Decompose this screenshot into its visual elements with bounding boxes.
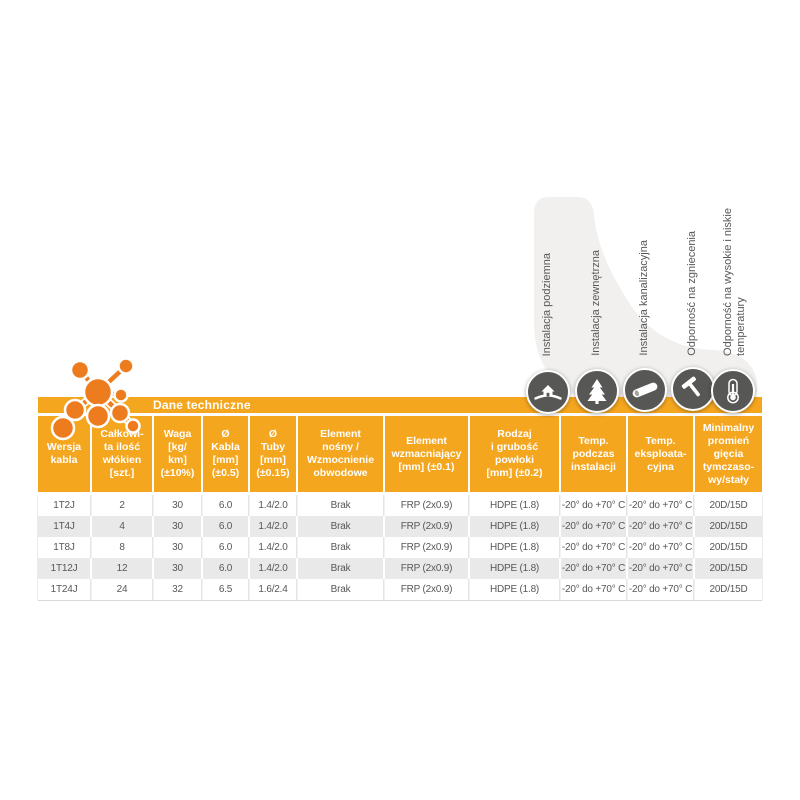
table-cell: Brak <box>298 495 383 516</box>
pine-tree-icon <box>575 369 619 413</box>
table-cell: -20° do +70° C <box>628 495 693 516</box>
column-header: Temp. eksploata- cyjna <box>628 416 693 492</box>
table-cell: 30 <box>154 558 201 579</box>
table-cell: 1.4/2.0 <box>250 516 296 537</box>
table-cell: HDPE (1.8) <box>470 558 559 579</box>
table-cell: HDPE (1.8) <box>470 537 559 558</box>
column-header: Element nośny / Wzmocnienie obwodowe <box>298 416 383 492</box>
table-cell: Brak <box>298 516 383 537</box>
table-cell: 6.0 <box>203 495 248 516</box>
table-cell: 20D/15D <box>695 558 762 579</box>
duct-pipe-icon <box>623 368 667 412</box>
table-title: Dane techniczne <box>153 398 251 412</box>
table-cell: 24 <box>92 579 152 600</box>
column-header: Element wzmacniający [mm] (±0.1) <box>385 416 468 492</box>
table-cell: HDPE (1.8) <box>470 516 559 537</box>
table-cell: -20° do +70° C <box>561 495 626 516</box>
thermometer-icon <box>711 369 755 413</box>
table-cell: -20° do +70° C <box>628 516 693 537</box>
column-header: Temp. podczas instalacji <box>561 416 626 492</box>
table-cell: 6.0 <box>203 558 248 579</box>
table-cell: 30 <box>154 537 201 558</box>
table-cell: 1.4/2.0 <box>250 495 296 516</box>
column-header: Rodzaj i grubość powłoki [mm] (±0.2) <box>470 416 559 492</box>
table-row: 1T12J 12 30 6.0 1.4/2.0 Brak FRP (2x0.9) HDPE (… <box>38 558 762 579</box>
table-cell: 1.4/2.0 <box>250 558 296 579</box>
table-cell: 4 <box>92 516 152 537</box>
feature-label-temperature: Odporność na wysokie i niskie temperatur… <box>722 208 747 356</box>
table-cell: 12 <box>92 558 152 579</box>
table-body: 1T2J 2 30 6.0 1.4/2.0 Brak FRP (2x0.9) HDPE (1.… <box>38 495 762 600</box>
table-cell: 1T4J <box>38 516 90 537</box>
column-header: Minimalny promień gięcia tymczaso- wy/st… <box>695 416 762 492</box>
table-cell: HDPE (1.8) <box>470 495 559 516</box>
table-cell: 6.0 <box>203 537 248 558</box>
table-cell: Brak <box>298 579 383 600</box>
table-cell: FRP (2x0.9) <box>385 495 468 516</box>
table-row: 1T2J 2 30 6.0 1.4/2.0 Brak FRP (2x0.9) HDPE (1.… <box>38 495 762 516</box>
feature-label-duct: Instalacja kanalizacyjna <box>638 240 650 356</box>
feature-label-crush: Odporność na zgniecenia <box>686 231 698 356</box>
table-cell: 20D/15D <box>695 516 762 537</box>
table-cell: 1T8J <box>38 537 90 558</box>
table-cell: 20D/15D <box>695 579 762 600</box>
table-cell: -20° do +70° C <box>628 537 693 558</box>
house-underground-icon <box>526 370 570 414</box>
table-cell: 32 <box>154 579 201 600</box>
table-cell: -20° do +70° C <box>561 558 626 579</box>
table-cell: 1T12J <box>38 558 90 579</box>
table-row: 1T4J 4 30 6.0 1.4/2.0 Brak FRP (2x0.9) HDPE (1.… <box>38 516 762 537</box>
table-cell: 1.4/2.0 <box>250 537 296 558</box>
table-cell: FRP (2x0.9) <box>385 516 468 537</box>
table-cell: 6.0 <box>203 516 248 537</box>
table-cell: 1.6/2.4 <box>250 579 296 600</box>
table-cell: 1T24J <box>38 579 90 600</box>
hammer-icon <box>671 367 715 411</box>
column-header: Waga [kg/ km] (±10%) <box>154 416 201 492</box>
column-header: Ø Tuby [mm] (±0.15) <box>250 416 296 492</box>
table-cell: -20° do +70° C <box>561 516 626 537</box>
table-cell: 30 <box>154 516 201 537</box>
feature-label-underground: Instalacja podziemna <box>541 252 553 356</box>
table-cell: -20° do +70° C <box>628 558 693 579</box>
table-cell: 20D/15D <box>695 495 762 516</box>
table-cell: HDPE (1.8) <box>470 579 559 600</box>
table-cell: FRP (2x0.9) <box>385 537 468 558</box>
table-cell: FRP (2x0.9) <box>385 579 468 600</box>
column-header: Ø Kabla [mm] (±0.5) <box>203 416 248 492</box>
table-cell: -20° do +70° C <box>628 579 693 600</box>
table-row: 1T8J 8 30 6.0 1.4/2.0 Brak FRP (2x0.9) HDPE (1.… <box>38 537 762 558</box>
table-row: 1T24J 24 32 6.5 1.6/2.4 Brak FRP (2x0.9) HDPE (… <box>38 579 762 600</box>
table-cell: Brak <box>298 537 383 558</box>
table-cell: 8 <box>92 537 152 558</box>
table-cell: Brak <box>298 558 383 579</box>
table-cell: 6.5 <box>203 579 248 600</box>
table-cell: 2 <box>92 495 152 516</box>
table-cell: 1T2J <box>38 495 90 516</box>
table-cell: -20° do +70° C <box>561 537 626 558</box>
table-cell: 20D/15D <box>695 537 762 558</box>
column-header: Całkowi- ta ilość włókien [szt.] <box>92 416 152 492</box>
table-cell: FRP (2x0.9) <box>385 558 468 579</box>
feature-label-external: Instalacja zewnętrzna <box>590 250 602 356</box>
molecule-logo <box>50 357 141 441</box>
table-cell: -20° do +70° C <box>561 579 626 600</box>
table-cell: 30 <box>154 495 201 516</box>
